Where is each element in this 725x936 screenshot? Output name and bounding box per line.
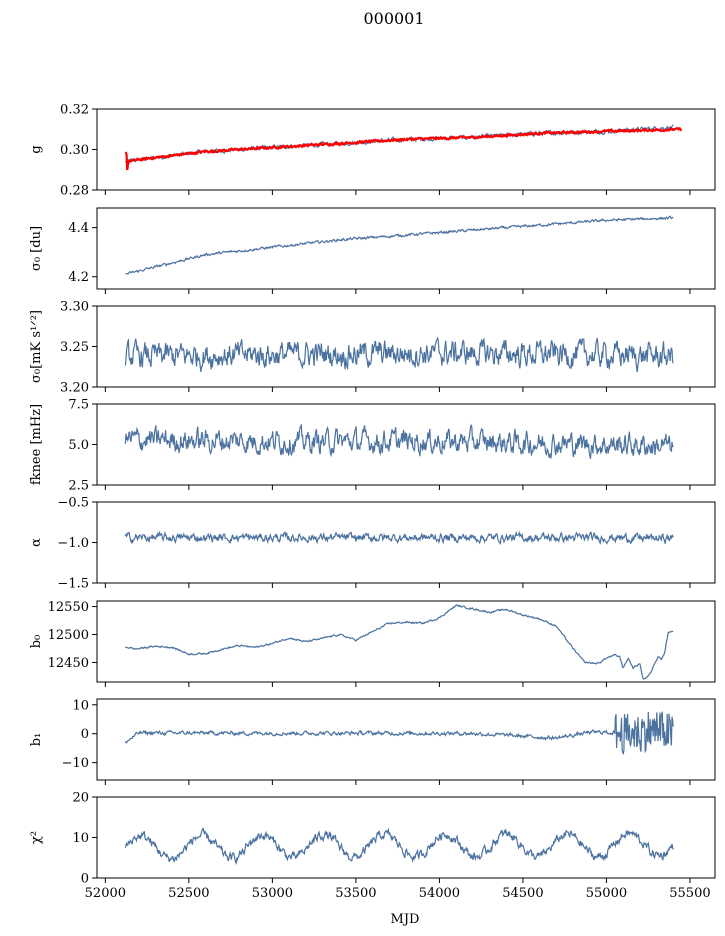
panel-1-series-2-line: [124, 126, 683, 171]
panel-6-y-tick-label-1: 12450: [48, 656, 89, 671]
panel-4-y-tick-label-3: 7.5: [68, 398, 89, 413]
panel-2-series-1-line: [125, 215, 674, 275]
panel-3-y-tick-label-3: 3.30: [60, 300, 89, 315]
panel-2-y-tick-label-2: 4.4: [68, 221, 89, 236]
panel-1-y-tick-label-3: 0.32: [60, 103, 89, 118]
panel-3-y-tick-label-1: 3.20: [60, 381, 89, 396]
panel-2-frame: [96, 207, 716, 290]
panel-8: 0 10 20 52000 52500 53000 53500 54000 54500 55000…: [29, 791, 716, 901]
panel-5: −1.5 −1.0 −0.5 α: [29, 496, 716, 592]
panel-8-series-1-line: [124, 827, 674, 866]
panel-7: −10 0 10 b₁: [29, 698, 716, 785]
panel-6-series-1-line: [124, 604, 674, 680]
panel-5-y-tick-label-2: −1.0: [57, 536, 89, 551]
panel-1-series-1-line: [124, 124, 674, 163]
panel-2-y-tick-label-1: 4.2: [68, 270, 89, 285]
panel-5-y-label: α: [29, 538, 44, 547]
panel-1-frame: [96, 108, 716, 191]
x-tick-label-3: 53000: [252, 886, 293, 901]
x-tick-label-2: 52500: [168, 886, 209, 901]
panel-6: 12450 12500 12550 b₀: [29, 600, 716, 687]
panel-3-y-tick-label-2: 3.25: [60, 340, 89, 355]
panel-8-y-tick-label-3: 20: [72, 791, 89, 806]
x-tick-label-5: 54000: [419, 886, 460, 901]
panel-1-y-tick-label-2: 0.30: [60, 143, 89, 158]
panel-6-frame: [96, 600, 716, 683]
x-tick-label-1: 52000: [85, 886, 126, 901]
panel-7-y-tick-label-2: 0: [81, 727, 89, 742]
panel-5-frame: [96, 501, 716, 584]
panel-5-y-tick-label-1: −1.5: [57, 577, 89, 592]
panel-4: 2.5 5.0 7.5 fknee [mHz]: [29, 398, 716, 494]
panel-3-y-label: σ₀[mK s¹ᐟ²]: [29, 310, 44, 383]
x-tick-label-6: 54500: [502, 886, 543, 901]
panel-5-series-1-line: [124, 530, 674, 546]
panel-1-y-tick-label-1: 0.28: [60, 184, 89, 199]
panel-6-y-tick-label-3: 12550: [48, 600, 89, 615]
panel-8-y-tick-label-1: 0: [81, 872, 89, 887]
panel-7-frame: [96, 698, 716, 781]
panel-1-y-label: g: [29, 145, 44, 153]
panel-5-y-tick-label-3: −0.5: [57, 496, 89, 511]
panel-8-y-label: χ²: [29, 831, 44, 844]
panels: 0.28 0.30 0.32 g 4.2 4.4 σ₀ [du] 3.20 3.25 3.30 σ₀…: [29, 103, 716, 901]
panel-3: 3.20 3.25 3.30 σ₀[mK s¹ᐟ²]: [29, 300, 716, 396]
panel-3-series-1-line: [124, 336, 674, 373]
panel-2-y-label: σ₀ [du]: [29, 226, 44, 271]
panel-7-series-1-line: [124, 711, 674, 755]
x-axis-label: MJD: [391, 912, 420, 927]
panel-2: 4.2 4.4 σ₀ [du]: [29, 207, 716, 294]
panel-4-y-tick-label-2: 5.0: [68, 438, 89, 453]
panel-8-y-tick-label-2: 10: [72, 831, 89, 846]
panel-7-y-tick-label-1: −10: [62, 756, 89, 771]
x-tick-label-8: 55500: [669, 886, 710, 901]
panel-7-y-label: b₁: [29, 733, 44, 747]
figure-title: 000001: [363, 9, 424, 28]
panel-4-y-tick-label-1: 2.5: [68, 479, 89, 494]
panel-4-y-label: fknee [mHz]: [29, 404, 44, 485]
panel-6-y-label: b₀: [29, 635, 44, 649]
panel-7-y-tick-label-3: 10: [72, 698, 89, 713]
panel-1: 0.28 0.30 0.32 g: [29, 103, 716, 199]
panel-8-frame: [96, 796, 716, 879]
panel-3-frame: [96, 305, 716, 388]
x-tick-label-4: 53500: [335, 886, 376, 901]
panel-6-y-tick-label-2: 12500: [48, 628, 89, 643]
x-tick-label-7: 55000: [586, 886, 627, 901]
panel-4-series-1-line: [124, 423, 674, 459]
